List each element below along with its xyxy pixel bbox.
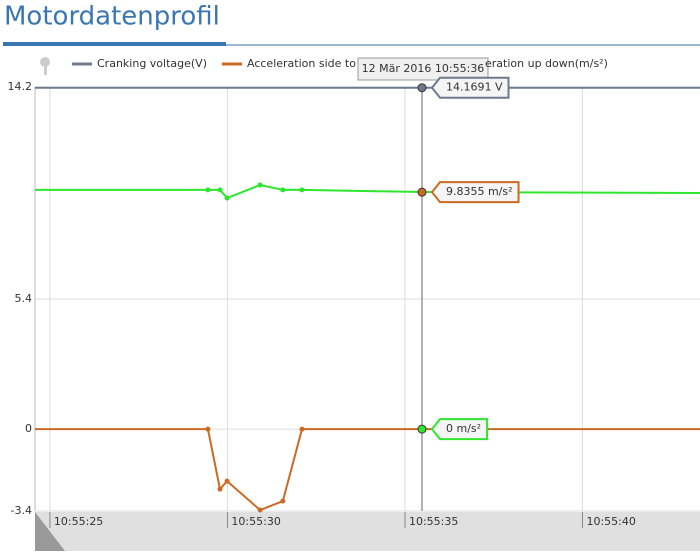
cursor-tooltip [357, 57, 489, 81]
point [217, 187, 223, 193]
legend-label: eration up down(m/s²) [485, 57, 608, 70]
point [257, 507, 263, 513]
cursor-marker [417, 83, 427, 93]
title-underline [3, 42, 226, 46]
scrollbar[interactable] [35, 512, 700, 551]
point [257, 182, 263, 188]
y-tick-label: -3.4 [11, 504, 32, 517]
cursor-value: 0 m/s² [446, 422, 481, 435]
point [205, 187, 211, 193]
legend-label: Cranking voltage(V) [97, 57, 207, 70]
point [217, 486, 223, 492]
y-tick-label: 14.2 [8, 80, 33, 93]
x-tick-label: 10:55:30 [231, 515, 280, 528]
cursor-value: 14.1691 V [446, 81, 503, 94]
point [280, 187, 286, 193]
cursor-time: 12 Mär 2016 10:55:36 [362, 62, 485, 75]
point [224, 478, 230, 484]
legend-label: Acceleration side to [247, 57, 356, 70]
series-line [35, 184, 700, 200]
page-title: Motordatenprofil [4, 2, 220, 32]
cursor-marker [417, 424, 427, 434]
series-line [35, 428, 700, 512]
x-tick-label: 10:55:40 [586, 515, 635, 528]
cursor-value-box [430, 181, 520, 204]
point [299, 187, 305, 193]
x-tick-label: 10:55:35 [409, 515, 458, 528]
point [224, 195, 230, 201]
cursor-marker [417, 187, 427, 197]
y-tick-label: 5.4 [15, 292, 33, 305]
point [280, 498, 286, 504]
cursor-value-box [430, 76, 510, 99]
point [299, 426, 305, 432]
scroll-handle[interactable] [35, 512, 65, 551]
cursor-value: 9.8355 m/s² [446, 185, 513, 198]
y-tick-label: 0 [25, 422, 32, 435]
cursor-value-box [430, 418, 489, 441]
point [205, 426, 211, 432]
x-tick-label: 10:55:25 [54, 515, 103, 528]
key-icon [40, 57, 50, 75]
title-rule [226, 44, 700, 46]
